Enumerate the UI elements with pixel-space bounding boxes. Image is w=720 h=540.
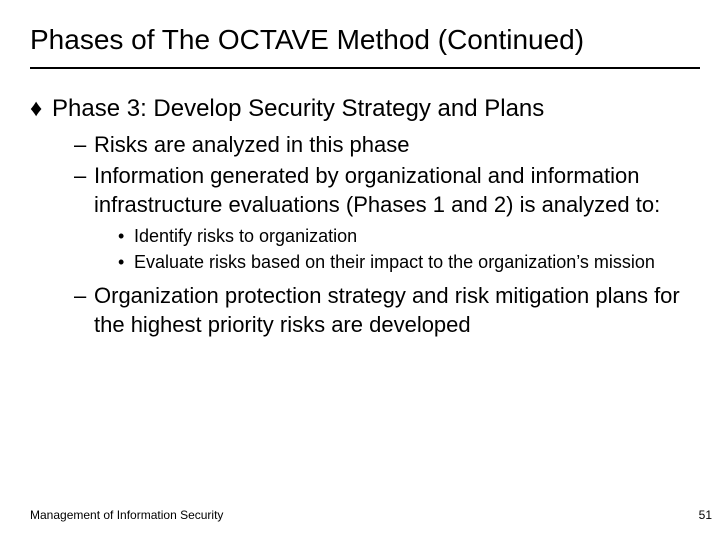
footer-text: Management of Information Security (30, 508, 223, 522)
phase3-heading-text: Phase 3: Develop Security Strategy and P… (52, 95, 544, 122)
phase3-sub2-text: Information generated by organizational … (94, 163, 660, 217)
dash-bullet-icon: – (74, 162, 94, 191)
dash-bullet-icon: – (74, 282, 94, 311)
phase3-heading: ♦Phase 3: Develop Security Strategy and … (30, 93, 700, 125)
slide-title: Phases of The OCTAVE Method (Continued) (30, 22, 700, 69)
phase3-sub2: –Information generated by organizational… (74, 162, 700, 219)
page-number: 51 (699, 508, 712, 522)
phase3-sub1-text: Risks are analyzed in this phase (94, 132, 410, 157)
phase3-sub2a: •Identify risks to organization (118, 225, 700, 248)
dot-bullet-icon: • (118, 225, 134, 248)
phase3-sub2b-text: Evaluate risks based on their impact to … (134, 252, 655, 272)
diamond-bullet-icon: ♦ (30, 93, 52, 125)
dot-bullet-icon: • (118, 251, 134, 274)
phase3-sub1: –Risks are analyzed in this phase (74, 131, 700, 160)
phase3-sub3: –Organization protection strategy and ri… (74, 282, 700, 339)
dash-bullet-icon: – (74, 131, 94, 160)
phase3-sub2a-text: Identify risks to organization (134, 226, 357, 246)
phase3-sub2b: •Evaluate risks based on their impact to… (118, 251, 700, 274)
phase3-sub3-text: Organization protection strategy and ris… (94, 283, 680, 337)
